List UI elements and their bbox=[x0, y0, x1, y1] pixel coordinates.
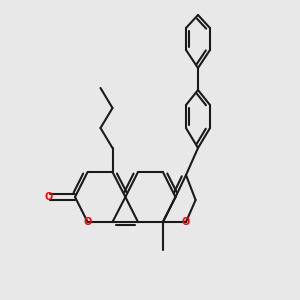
Text: O: O bbox=[44, 192, 53, 202]
Text: O: O bbox=[182, 217, 190, 227]
Text: O: O bbox=[83, 217, 92, 227]
